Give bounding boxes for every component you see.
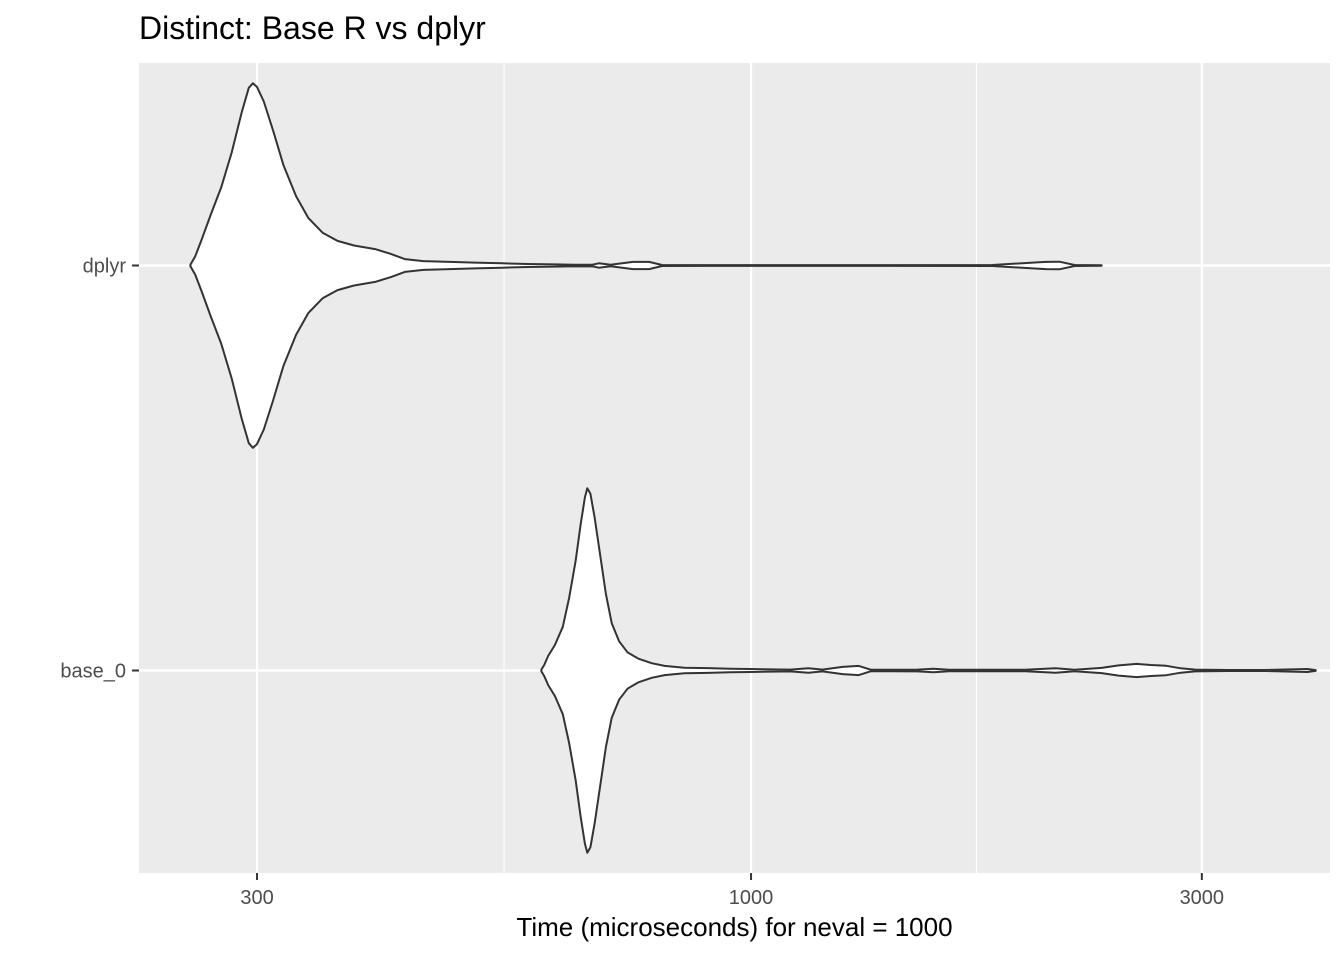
chart-title: Distinct: Base R vs dplyr bbox=[139, 10, 486, 46]
violin-base_0 bbox=[540, 487, 1317, 854]
x-tick-label: 1000 bbox=[729, 887, 774, 909]
minor-gridlines bbox=[503, 63, 978, 873]
violin-dplyr bbox=[189, 82, 1103, 449]
x-axis-title: Time (microseconds) for neval = 1000 bbox=[516, 912, 953, 942]
violins bbox=[189, 82, 1317, 854]
tick-labels: 300 1000 3000 dplyr base_0 bbox=[60, 256, 1224, 910]
x-tick-label: 3000 bbox=[1180, 887, 1225, 909]
axis-ticks bbox=[132, 264, 1203, 880]
plot-panel bbox=[139, 63, 1330, 873]
y-tick-label-dplyr: dplyr bbox=[83, 256, 127, 278]
x-tick-label: 300 bbox=[240, 887, 273, 909]
y-tick-label-base_0: base_0 bbox=[60, 661, 126, 683]
